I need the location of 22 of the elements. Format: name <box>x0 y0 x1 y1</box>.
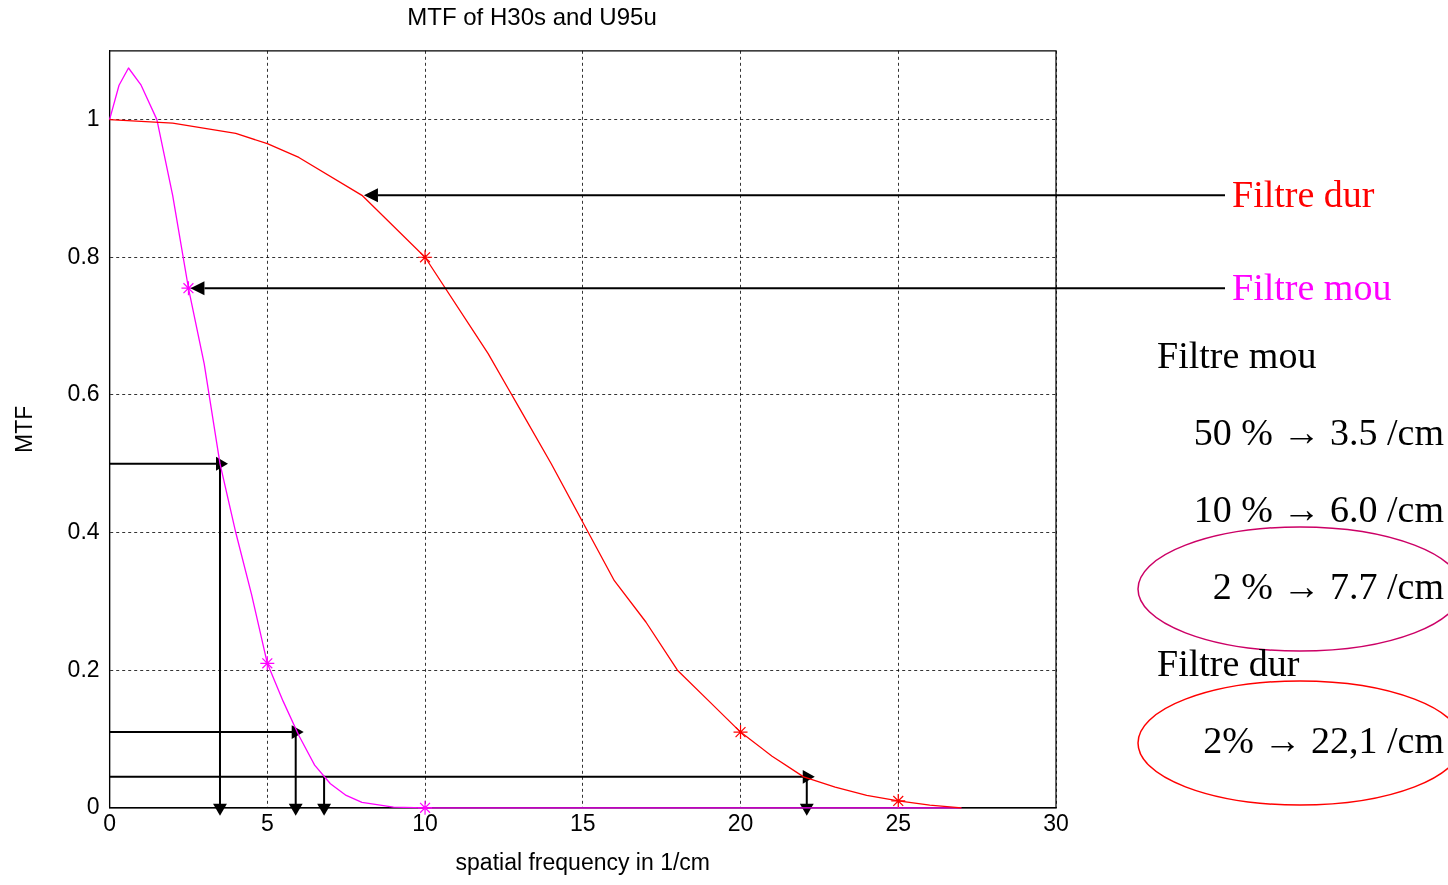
chart-title: MTF of H30s and U95u <box>407 3 657 31</box>
y-tick-label: 0.6 <box>67 380 100 407</box>
text: 10 % → 6.0 /cm <box>1193 487 1444 532</box>
y-tick-label: 0.8 <box>67 242 100 269</box>
text: Filtre dur <box>1157 641 1300 686</box>
y-axis-title: MTF <box>11 405 38 453</box>
x-tick-label: 25 <box>885 809 912 836</box>
text: Filtre mou <box>1157 333 1317 378</box>
y-tick-label: 1 <box>86 104 100 131</box>
x-tick-label: 15 <box>569 809 596 836</box>
text: Filtre dur <box>1232 172 1375 218</box>
x-tick-label: 20 <box>727 809 754 836</box>
text: 2% → 22,1 /cm <box>1203 718 1444 763</box>
text: 2 % → 7.7 /cm <box>1212 564 1444 609</box>
x-tick-label: 30 <box>1043 809 1069 836</box>
x-axis-title: spatial frequency in 1/cm <box>455 848 710 875</box>
text: 50 % → 3.5 /cm <box>1193 410 1444 455</box>
x-tick-label: 5 <box>260 809 274 836</box>
y-tick-label: 0.2 <box>67 655 100 682</box>
text: Filtre mou <box>1232 265 1392 311</box>
y-tick-label: 0.4 <box>67 517 100 544</box>
x-tick-label: 10 <box>412 809 438 836</box>
